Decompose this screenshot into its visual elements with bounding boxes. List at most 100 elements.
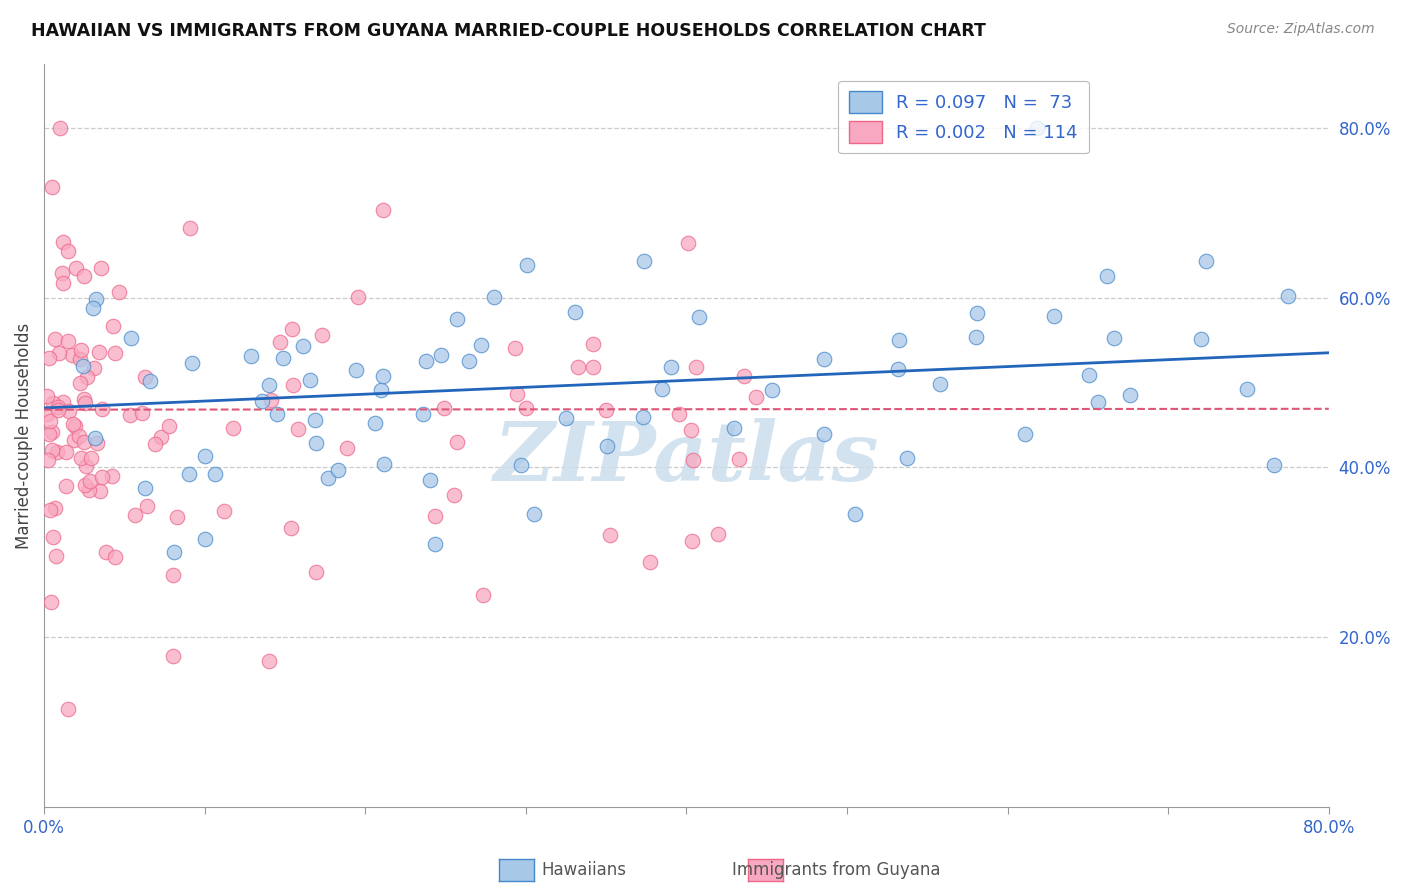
Point [581,336,603,351]
Point [77,483,100,497]
Point [482,290,505,304]
Point [1014,426,1036,441]
Point [966,306,988,320]
Point [70,450,93,465]
Point [304,565,326,579]
Point [471,589,494,603]
Point [681,533,703,548]
Point [412,407,434,421]
Point [515,401,537,415]
Point [51,266,73,280]
Point [44,332,66,346]
Text: HAWAIIAN VS IMMIGRANTS FROM GUYANA MARRIED-COUPLE HOUSEHOLDS CORRELATION CHART: HAWAIIAN VS IMMIGRANTS FROM GUYANA MARRI… [31,22,986,40]
Point [52,235,75,250]
Point [73,477,96,491]
Point [39,595,62,609]
Text: ZIPatlas: ZIPatlas [494,417,879,498]
Point [58,403,80,417]
Point [250,394,273,409]
Point [1087,394,1109,409]
Point [69,351,91,366]
Point [564,304,586,318]
Point [745,390,768,404]
Point [194,532,217,546]
Point [101,468,124,483]
Point [56,702,79,716]
Point [651,382,673,396]
Point [38,427,60,442]
Point [101,319,124,334]
Point [55,445,77,459]
Point [678,235,700,250]
Point [458,353,481,368]
Point [52,394,75,409]
Point [371,368,394,383]
Text: Hawaiians: Hawaiians [541,861,626,879]
Point [423,536,446,550]
Point [965,330,987,344]
Point [1263,458,1285,472]
Point [75,396,97,410]
Point [813,352,835,367]
Point [266,407,288,421]
Point [896,450,918,465]
Point [659,360,682,375]
Point [75,458,97,473]
Point [41,443,63,458]
Point [682,453,704,467]
Point [633,253,655,268]
Point [162,568,184,582]
Point [139,374,162,388]
Point [39,414,62,428]
Point [157,418,180,433]
Point [423,509,446,524]
Point [41,530,63,544]
Point [335,441,357,455]
Point [595,402,617,417]
Point [89,483,111,498]
Point [326,463,349,477]
Point [1104,331,1126,345]
Point [344,363,367,377]
Point [45,549,67,563]
Text: Source: ZipAtlas.com: Source: ZipAtlas.com [1227,22,1375,37]
Point [1119,388,1142,402]
Point [304,413,326,427]
Point [91,469,114,483]
Point [733,368,755,383]
Point [212,504,235,518]
Point [506,387,529,401]
Point [84,293,107,307]
Point [761,383,783,397]
Point [707,527,730,541]
Point [179,221,201,235]
Point [430,348,453,362]
Point [503,342,526,356]
Point [1236,382,1258,396]
Point [596,439,619,453]
Point [292,339,315,353]
Point [134,369,156,384]
Point [1043,310,1066,324]
Point [145,437,167,451]
Point [688,310,710,324]
Point [269,334,291,349]
Point [131,406,153,420]
Point [555,411,578,425]
Point [83,361,105,376]
Point [83,431,105,445]
Point [1097,268,1119,283]
Point [79,475,101,489]
Point [73,435,96,450]
Point [281,377,304,392]
Point [510,458,533,472]
Point [415,354,437,368]
Point [37,389,59,403]
Point [370,383,392,397]
Point [62,433,84,447]
Point [373,203,395,218]
Point [813,427,835,442]
Point [567,359,589,374]
Point [432,401,454,416]
Point [39,502,62,516]
